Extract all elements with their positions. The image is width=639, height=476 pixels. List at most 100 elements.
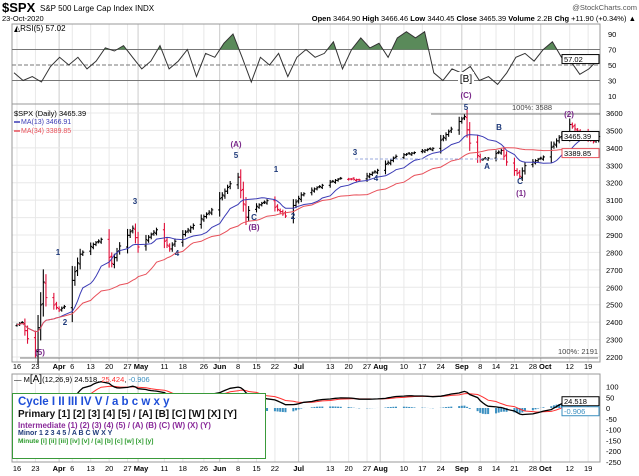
price-bar bbox=[357, 178, 361, 181]
macd-histogram-bar bbox=[410, 407, 413, 408]
macd-histogram-bar bbox=[350, 407, 353, 408]
price-bar bbox=[165, 237, 169, 248]
price-tick-label: 2400 bbox=[606, 318, 623, 327]
price-bar bbox=[278, 208, 282, 214]
symbol-name: S&P 500 Large Cap Index bbox=[40, 4, 133, 13]
x-tick-label: 22 bbox=[271, 362, 279, 371]
macd-histogram-bar bbox=[331, 406, 334, 408]
macd-histogram-bar bbox=[408, 406, 411, 408]
price-bar bbox=[262, 200, 266, 204]
x-tick-label: Apr bbox=[53, 362, 66, 371]
price-tick-label: 2200 bbox=[606, 353, 623, 362]
quote-line: Open 3464.90 High 3466.46 Low 3440.45 Cl… bbox=[312, 14, 636, 23]
x-tick-label: 26 bbox=[200, 362, 208, 371]
price-bar bbox=[462, 114, 466, 121]
x-tick-label: 20 bbox=[344, 464, 352, 473]
price-bar bbox=[444, 132, 448, 141]
price-bar bbox=[389, 158, 393, 166]
price-bar bbox=[555, 138, 559, 148]
price-bar bbox=[494, 150, 498, 162]
price-bar bbox=[486, 157, 490, 161]
x-tick-label: May bbox=[134, 362, 149, 371]
price-bar bbox=[255, 203, 259, 213]
macd-histogram-bar bbox=[468, 408, 471, 409]
macd-histogram-bar bbox=[523, 408, 526, 412]
price-bar bbox=[410, 151, 414, 156]
macd-histogram-bar bbox=[447, 406, 450, 408]
x-tick-label: 8 bbox=[236, 362, 240, 371]
rsi-last-value: 57.02 bbox=[564, 55, 583, 64]
macd-histogram-bar bbox=[266, 408, 269, 411]
price-bar bbox=[320, 183, 324, 190]
macd-histogram-bar bbox=[395, 406, 398, 408]
price-bar bbox=[126, 228, 130, 254]
x-tick-label: 20 bbox=[105, 362, 113, 371]
ma34-line bbox=[16, 147, 599, 333]
price-bar bbox=[144, 234, 148, 251]
x-tick-label: 13 bbox=[326, 464, 334, 473]
macd-histogram-bar bbox=[513, 408, 516, 413]
price-bar bbox=[52, 292, 56, 310]
price-bar bbox=[534, 159, 538, 165]
macd-histogram-bar bbox=[318, 406, 321, 408]
x-tick-label: 20 bbox=[344, 362, 352, 371]
price-bar bbox=[457, 116, 461, 135]
price-bar bbox=[149, 232, 153, 240]
macd-histogram-bar bbox=[402, 406, 405, 408]
x-tick-label: 14 bbox=[492, 464, 500, 473]
price-bar bbox=[73, 266, 77, 286]
fib-low-label: 100%: 2191 bbox=[558, 347, 598, 356]
x-tick-label: Jun bbox=[213, 464, 227, 473]
wave-label: 2 bbox=[291, 212, 296, 221]
price-bar bbox=[431, 147, 435, 152]
price-bar bbox=[376, 168, 380, 175]
price-bar bbox=[318, 185, 322, 189]
macd-histogram-bar bbox=[334, 406, 337, 408]
wave-label: 1 bbox=[56, 248, 61, 257]
macd-histogram-bar bbox=[542, 407, 545, 408]
price-bar bbox=[426, 148, 430, 152]
chart-date: 23-Oct-2020 bbox=[2, 14, 44, 23]
wave-label: A bbox=[484, 162, 490, 171]
rsi-overbought-fill bbox=[14, 31, 598, 50]
price-bar bbox=[107, 229, 111, 268]
macd-tick-label: -200 bbox=[606, 447, 621, 456]
price-bar bbox=[207, 210, 211, 216]
price-bar bbox=[283, 210, 287, 218]
macd-tick-label: -150 bbox=[606, 436, 621, 445]
price-bar bbox=[260, 201, 264, 207]
price-bar bbox=[97, 239, 101, 244]
wave-label: (5) bbox=[35, 348, 45, 357]
price-bar bbox=[168, 243, 172, 252]
x-tick-label: 11 bbox=[160, 464, 168, 473]
macd-histogram-bar bbox=[442, 407, 445, 408]
price-tick-label: 2800 bbox=[606, 248, 623, 257]
wave-label: (B) bbox=[248, 223, 259, 232]
price-bar bbox=[99, 237, 103, 244]
macd-histogram-bar bbox=[516, 408, 519, 413]
x-tick-label: 24 bbox=[437, 362, 445, 371]
macd-histogram-bar bbox=[550, 406, 553, 408]
x-tick-label: 19 bbox=[584, 464, 592, 473]
price-tick-label: 3100 bbox=[606, 196, 623, 205]
x-tick-label: 6 bbox=[70, 362, 74, 371]
price-bar bbox=[186, 227, 190, 234]
price-bar bbox=[244, 197, 248, 226]
price-bar bbox=[276, 204, 280, 212]
price-bar bbox=[241, 181, 245, 212]
macd-histogram-bar bbox=[297, 408, 300, 410]
x-tick-label: 14 bbox=[492, 362, 500, 371]
price-bar bbox=[478, 153, 482, 163]
rsi-tick-label: 50 bbox=[608, 61, 616, 70]
price-title: $SPX (Daily) 3465.39 bbox=[14, 109, 86, 118]
wave-label: 4 bbox=[374, 174, 379, 183]
wave-label-primary: [B] bbox=[460, 74, 472, 85]
macd-histogram-bar bbox=[339, 406, 342, 408]
x-tick-label: 26 bbox=[200, 464, 208, 473]
price-bar bbox=[339, 176, 343, 180]
legend-minor: Minor 1 2 3 4 5 / A B C W X Y bbox=[18, 429, 113, 437]
price-bar bbox=[89, 242, 93, 256]
macd-histogram-bar bbox=[450, 406, 453, 408]
legend-primary: Primary [1] [2] [3] [4] [5] / [A] [B] [C… bbox=[18, 409, 237, 421]
x-tick-label: 16 bbox=[13, 464, 21, 473]
